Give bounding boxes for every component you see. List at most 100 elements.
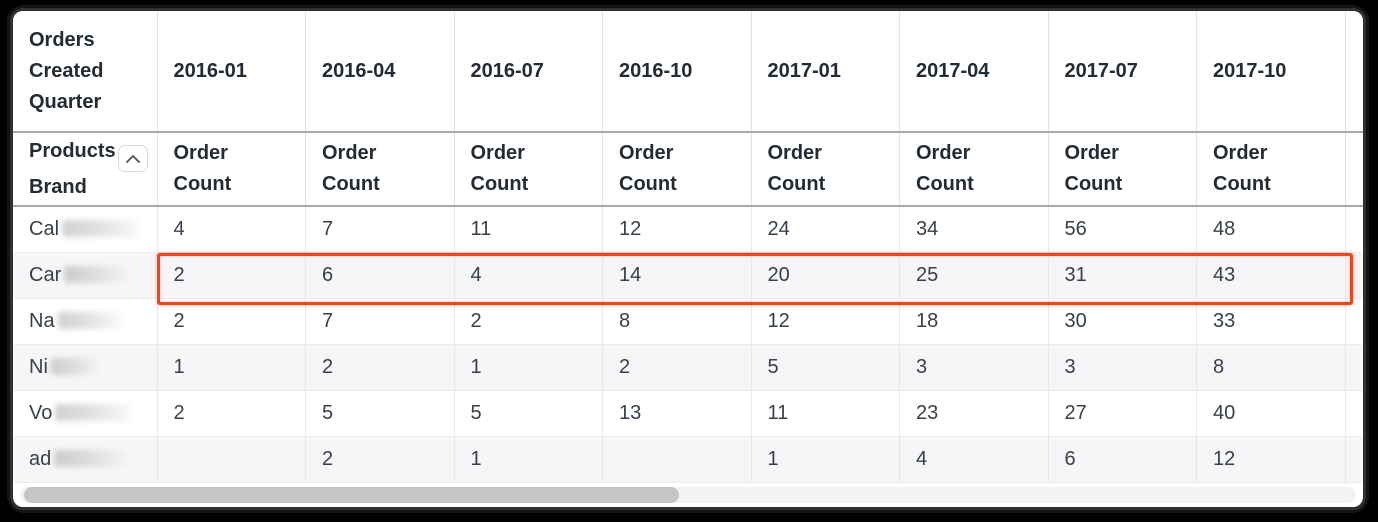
value-cell[interactable]: 2 — [454, 298, 603, 345]
quarter-header-label: 2016-04 — [322, 59, 396, 82]
value-cell[interactable]: 18 — [899, 298, 1049, 345]
measure-header-2016-01[interactable]: Order Count — [157, 132, 306, 207]
value-cell[interactable]: 13 — [602, 390, 752, 437]
corner-header-cell: Orders Created Quarter — [13, 11, 158, 133]
value-cell[interactable]: 4 — [454, 252, 603, 299]
row-label-cell[interactable]: Na — [13, 298, 158, 345]
quarter-header-label: 2017-01 — [767, 59, 841, 82]
measure-header-2017-07[interactable]: Order Count — [1048, 132, 1197, 207]
measure-header-2017-10[interactable]: Order Count — [1196, 132, 1346, 207]
cut-column-cell — [1345, 344, 1363, 391]
value-cell[interactable]: 2 — [602, 344, 752, 391]
quarter-header-label: 2016-01 — [173, 59, 247, 82]
measure-header-2017-01[interactable]: Order Count — [751, 132, 900, 207]
row-label-cell[interactable]: Car — [13, 252, 158, 299]
row-label-prefix: ad — [29, 448, 52, 470]
table-row-vo: Vo 2 5 5 13 11 23 27 40 — [13, 390, 1363, 437]
row-label-cell[interactable]: Cal — [13, 206, 158, 253]
value-cell[interactable]: 43 — [1196, 252, 1346, 299]
value-cell[interactable]: 3 — [1048, 344, 1197, 391]
value-cell[interactable]: 20 — [751, 252, 900, 299]
value-cell[interactable]: 27 — [1048, 390, 1197, 437]
value-cell[interactable]: 2 — [305, 436, 455, 483]
quarter-header-2016-01[interactable]: 2016-01 — [157, 11, 306, 133]
value-cell[interactable]: 14 — [602, 252, 752, 299]
quarter-header-2017-07[interactable]: 2017-07 — [1048, 11, 1197, 133]
value-cell[interactable]: 11 — [454, 206, 603, 253]
cut-column-cell — [1345, 206, 1363, 253]
collapse-row-dimension-button[interactable] — [117, 144, 148, 172]
value-cell[interactable]: 7 — [305, 206, 455, 253]
measure-header-label: Order Count — [619, 142, 677, 195]
quarter-header-2017-01[interactable]: 2017-01 — [751, 11, 900, 133]
measure-header-label: Order Count — [173, 142, 232, 195]
quarter-header-2017-10[interactable]: 2017-10 — [1196, 11, 1346, 133]
value-cell[interactable] — [602, 436, 752, 483]
measure-header-2016-07[interactable]: Order Count — [454, 132, 603, 207]
row-label-prefix: Ni — [29, 356, 48, 378]
row-label-cell[interactable]: Vo — [13, 390, 158, 437]
value-cell[interactable]: 6 — [305, 252, 455, 299]
value-cell[interactable]: 2 — [157, 298, 306, 345]
quarter-header-2017-04[interactable]: 2017-04 — [899, 11, 1049, 133]
horizontal-scrollbar-thumb[interactable] — [24, 487, 679, 503]
measure-header-label: Order Count — [1213, 142, 1271, 195]
row-label-cell[interactable]: ad — [13, 436, 158, 483]
value-cell[interactable]: 1 — [454, 436, 603, 483]
row-label-cell[interactable]: Ni — [13, 344, 158, 391]
measure-header-2016-04[interactable]: Order Count — [305, 132, 455, 207]
value-cell[interactable]: 24 — [751, 206, 900, 253]
value-cell[interactable]: 6 — [1048, 436, 1197, 483]
value-cell[interactable]: 5 — [751, 344, 900, 391]
value-cell[interactable]: 31 — [1048, 252, 1197, 299]
table-row-ad: ad 2 1 1 4 6 12 — [13, 436, 1363, 483]
value-cell[interactable]: 2 — [305, 344, 455, 391]
quarter-header-label: 2016-07 — [470, 59, 544, 82]
quarter-header-2016-10[interactable]: 2016-10 — [602, 11, 752, 133]
value-cell[interactable]: 4 — [899, 436, 1049, 483]
row-label-prefix: Na — [29, 310, 55, 332]
value-cell[interactable]: 5 — [454, 390, 603, 437]
value-cell[interactable]: 25 — [899, 252, 1049, 299]
cut-column-cell — [1345, 436, 1363, 483]
table-body: Cal 4 7 11 12 24 34 56 48 Car 2 6 4 14 20 25 31 43 Na 2 7 2 8 1… — [13, 206, 1363, 483]
value-cell[interactable]: 1 — [454, 344, 603, 391]
quarter-header-2016-04[interactable]: 2016-04 — [305, 11, 455, 133]
quarter-header-label: 2017-10 — [1213, 59, 1287, 82]
value-cell[interactable]: 3 — [899, 344, 1049, 391]
quarter-header-2016-07[interactable]: 2016-07 — [454, 11, 603, 133]
value-cell[interactable]: 2 — [157, 390, 306, 437]
value-cell[interactable]: 12 — [602, 206, 752, 253]
value-cell[interactable]: 12 — [751, 298, 900, 345]
value-cell[interactable]: 34 — [899, 206, 1049, 253]
value-cell[interactable]: 7 — [305, 298, 455, 345]
value-cell[interactable]: 30 — [1048, 298, 1197, 345]
value-cell[interactable]: 48 — [1196, 206, 1346, 253]
horizontal-scrollbar-track[interactable] — [20, 487, 1356, 503]
value-cell[interactable]: 33 — [1196, 298, 1346, 345]
measure-header-2017-04[interactable]: Order Count — [899, 132, 1049, 207]
redacted-label-blur — [54, 450, 129, 467]
value-cell[interactable]: 1 — [751, 436, 900, 483]
value-cell[interactable]: 8 — [1196, 344, 1346, 391]
redacted-label-blur — [64, 266, 129, 283]
value-cell[interactable]: 11 — [751, 390, 900, 437]
value-cell[interactable]: 4 — [157, 206, 306, 253]
value-cell[interactable]: 1 — [157, 344, 306, 391]
value-cell[interactable]: 5 — [305, 390, 455, 437]
value-cell[interactable]: 2 — [157, 252, 306, 299]
value-cell[interactable]: 8 — [602, 298, 752, 345]
cut-column-cell — [1345, 390, 1363, 437]
value-cell[interactable]: 56 — [1048, 206, 1197, 253]
value-cell[interactable]: 12 — [1196, 436, 1346, 483]
measure-header-2016-10[interactable]: Order Count — [602, 132, 752, 207]
measure-header-label: Order Count — [916, 142, 974, 195]
value-cell[interactable] — [157, 436, 306, 483]
measure-header-label: Order Count — [767, 142, 826, 195]
value-cell[interactable]: 23 — [899, 390, 1049, 437]
measure-header-label: Order Count — [1064, 142, 1123, 195]
row-dimension-label-line1: Products — [29, 139, 116, 162]
value-cell[interactable]: 40 — [1196, 390, 1346, 437]
redacted-label-blur — [57, 312, 120, 329]
quarter-header-row: Orders Created Quarter 2016-01 2016-04 201… — [13, 11, 1363, 133]
